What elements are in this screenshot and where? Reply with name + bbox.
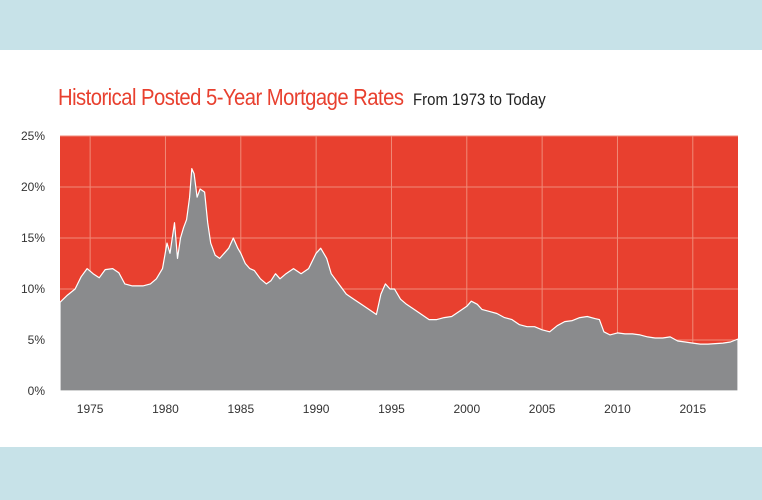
y-tick-label-3: 15% xyxy=(21,231,45,245)
x-tick-label-4: 1995 xyxy=(378,402,405,416)
chart-title: Historical Posted 5-Year Mortgage Rates xyxy=(58,84,404,110)
y-tick-label-2: 10% xyxy=(21,282,45,296)
rate-area-series xyxy=(59,168,739,392)
y-tick-label-4: 20% xyxy=(21,180,45,194)
y-axis-ticks: 0% 5% 10% 15% 20% 25% xyxy=(21,129,45,398)
x-tick-label-6: 2005 xyxy=(529,402,556,416)
y-tick-label-5: 25% xyxy=(21,129,45,143)
x-tick-label-0: 1975 xyxy=(77,402,104,416)
x-axis-ticks: 1975 1980 1985 1990 1995 2000 2005 2010 2015 xyxy=(77,402,707,416)
x-tick-label-5: 2000 xyxy=(453,402,480,416)
x-tick-label-7: 2010 xyxy=(604,402,631,416)
x-tick-label-2: 1985 xyxy=(227,402,254,416)
x-tick-label-8: 2015 xyxy=(679,402,706,416)
y-tick-label-0: 0% xyxy=(28,384,46,398)
x-tick-label-3: 1990 xyxy=(303,402,330,416)
title-row: Historical Posted 5-Year Mortgage Rates … xyxy=(58,84,563,118)
x-tick-label-1: 1980 xyxy=(152,402,179,416)
y-tick-label-1: 5% xyxy=(28,333,46,347)
chart-subtitle: From 1973 to Today xyxy=(412,90,546,109)
